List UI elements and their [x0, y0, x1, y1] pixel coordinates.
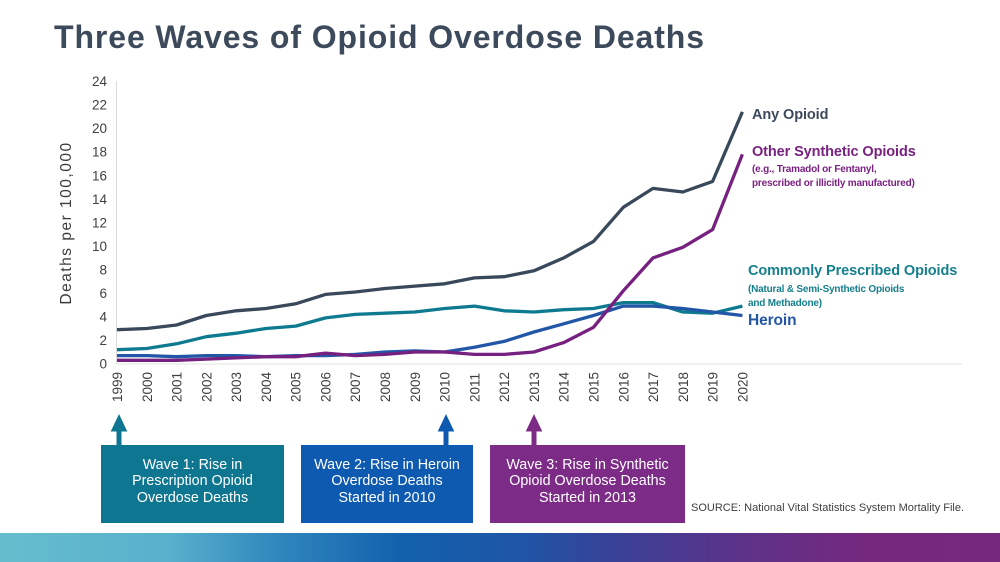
svg-text:2016: 2016 — [616, 372, 631, 402]
svg-text:2013: 2013 — [527, 372, 542, 402]
svg-text:2010: 2010 — [438, 372, 453, 402]
svg-text:2003: 2003 — [229, 372, 244, 402]
svg-text:2007: 2007 — [348, 372, 363, 402]
svg-text:6: 6 — [99, 286, 107, 301]
svg-text:2005: 2005 — [289, 372, 304, 402]
svg-text:2: 2 — [99, 333, 107, 348]
svg-text:2017: 2017 — [646, 372, 661, 402]
svg-text:2019: 2019 — [706, 372, 721, 402]
svg-text:2018: 2018 — [676, 372, 691, 402]
svg-text:14: 14 — [92, 192, 108, 207]
svg-text:2011: 2011 — [467, 373, 482, 402]
svg-text:22: 22 — [92, 98, 107, 113]
svg-text:0: 0 — [99, 357, 107, 372]
svg-text:2009: 2009 — [408, 372, 423, 402]
svg-text:24: 24 — [92, 74, 108, 89]
svg-text:2015: 2015 — [587, 372, 602, 402]
svg-text:2002: 2002 — [199, 372, 214, 402]
svg-text:12: 12 — [92, 215, 107, 230]
svg-text:2000: 2000 — [140, 372, 155, 402]
svg-text:10: 10 — [92, 239, 107, 254]
svg-text:1999: 1999 — [110, 372, 125, 402]
svg-text:20: 20 — [92, 121, 107, 136]
svg-text:8: 8 — [99, 262, 107, 277]
svg-text:2006: 2006 — [319, 372, 334, 402]
svg-text:Deaths per 100,000: Deaths per 100,000 — [58, 141, 75, 304]
svg-text:2008: 2008 — [378, 372, 393, 402]
svg-text:4: 4 — [99, 310, 107, 325]
svg-text:2001: 2001 — [170, 372, 185, 402]
svg-text:16: 16 — [92, 168, 107, 183]
svg-text:2004: 2004 — [259, 371, 274, 402]
svg-text:2012: 2012 — [497, 372, 512, 402]
svg-text:2020: 2020 — [735, 372, 750, 402]
svg-text:18: 18 — [92, 145, 107, 160]
svg-text:2014: 2014 — [557, 371, 572, 402]
